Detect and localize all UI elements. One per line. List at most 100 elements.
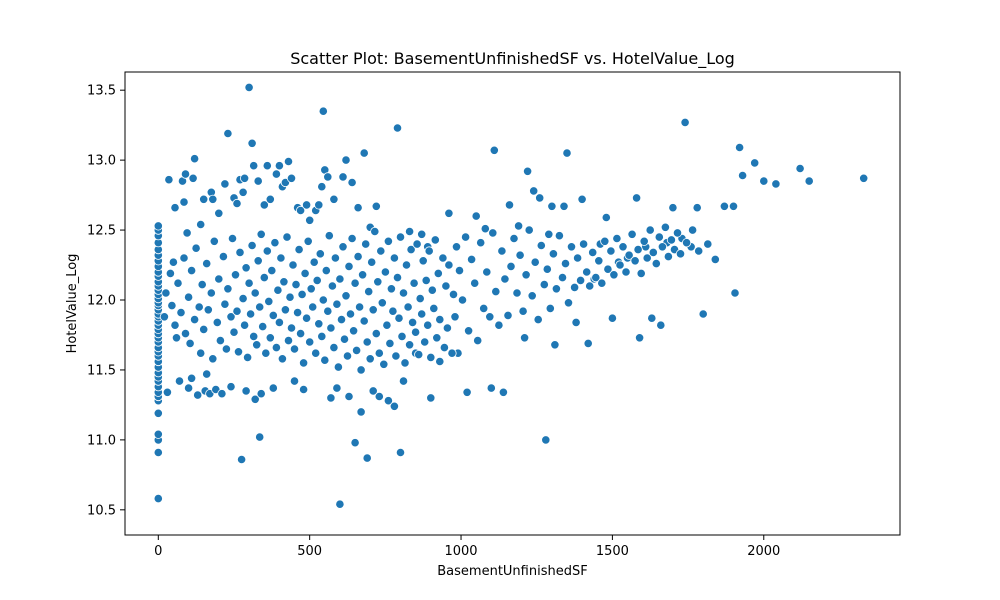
scatter-point [318, 295, 328, 305]
scatter-point [283, 156, 294, 167]
scatter-point [347, 233, 357, 244]
scatter-point [435, 314, 445, 325]
scatter-point [594, 256, 604, 266]
scatter-point [663, 252, 674, 262]
scatter-point [344, 391, 354, 402]
scatter-point [804, 176, 814, 186]
scatter-point [286, 323, 297, 333]
scatter-point [359, 148, 369, 158]
scatter-point [153, 221, 163, 231]
scatter-point [423, 320, 433, 330]
scatter-point [250, 394, 260, 404]
scatter-point [562, 148, 572, 158]
scatter-point [206, 288, 216, 298]
chart-title: Scatter Plot: BasementUnfinishedSF vs. H… [290, 49, 735, 69]
scatter-point [244, 82, 254, 93]
scatter-point [557, 272, 568, 283]
scatter-point [410, 327, 421, 337]
x-tick-label: 1500 [596, 544, 629, 559]
scatter-point [530, 257, 540, 267]
scatter-point [218, 252, 228, 262]
scatter-point [654, 232, 664, 242]
scatter-point [182, 228, 192, 238]
scatter-point [320, 355, 330, 365]
scatter-point [535, 193, 545, 203]
scatter-point [750, 158, 760, 168]
scatter-point [672, 228, 683, 238]
scatter-point [339, 334, 350, 344]
scatter-point [301, 313, 312, 323]
scatter-point [271, 342, 281, 353]
scatter-point [317, 182, 327, 192]
scatter-point [187, 373, 197, 383]
scatter-point [647, 313, 657, 323]
scatter-point [734, 142, 745, 153]
scatter-point [262, 161, 272, 171]
scatter-point [403, 302, 413, 312]
scatter-point [338, 242, 348, 252]
scatter-point [730, 288, 740, 298]
scatter-point [426, 393, 436, 403]
scatter-point [603, 264, 613, 274]
scatter-point [476, 238, 486, 248]
scatter-point [223, 128, 233, 139]
scatter-point [498, 387, 508, 397]
scatter-point [279, 277, 289, 287]
scatter-point [356, 407, 366, 417]
scatter-point [180, 328, 191, 339]
scatter-point [482, 267, 492, 277]
scatter-point [261, 348, 271, 358]
scatter-point [196, 219, 206, 230]
scatter-point [235, 247, 245, 257]
scatter-point [426, 352, 436, 362]
x-axis-label: BasementUnfinishedSF [437, 564, 587, 579]
scatter-point [630, 256, 640, 266]
scatter-point [330, 253, 340, 263]
scatter-point [379, 359, 389, 369]
scatter-point [435, 356, 445, 367]
scatter-point [710, 254, 720, 264]
scatter-point [179, 197, 189, 207]
scatter-point [312, 275, 322, 285]
scatter-point [214, 208, 224, 218]
scatter-point [376, 246, 386, 256]
scatter-point [208, 354, 218, 364]
scatter-point [651, 258, 661, 269]
scatter-point [539, 279, 549, 290]
scatter-point [859, 173, 869, 183]
scatter-point [795, 163, 805, 174]
scatter-point [232, 306, 242, 316]
scatter-point [444, 260, 454, 270]
scatter-point [335, 499, 345, 509]
scatter-point [240, 320, 250, 330]
scatter-point [240, 173, 250, 183]
scatter-point [675, 249, 686, 259]
scatter-point [327, 281, 337, 291]
scatter-point [612, 233, 622, 244]
scatter-point [473, 335, 483, 346]
scatter-point [283, 335, 294, 346]
scatter-point [244, 278, 254, 288]
scatter-point [311, 348, 321, 358]
x-tick-label: 0 [154, 544, 162, 559]
scatter-point [429, 303, 439, 313]
y-axis-label: HotelValue_Log [65, 254, 80, 354]
scatter-point [209, 236, 219, 246]
scatter-point [633, 245, 643, 255]
scatter-point [414, 349, 424, 360]
scatter-point [371, 328, 381, 339]
scatter-point [362, 453, 372, 463]
scatter-point [220, 299, 230, 309]
scatter-point [606, 246, 616, 256]
scatter-point [255, 302, 265, 312]
scatter-point [268, 383, 278, 393]
scatter-point [462, 387, 472, 397]
scatter-point [323, 306, 333, 316]
scatter-point [215, 335, 225, 346]
scatter-point [621, 267, 631, 277]
scatter-point [383, 396, 393, 406]
y-tick-label: 13.5 [87, 84, 116, 99]
scatter-point [634, 333, 645, 343]
scatter-point [270, 238, 280, 248]
scatter-point [518, 306, 528, 316]
